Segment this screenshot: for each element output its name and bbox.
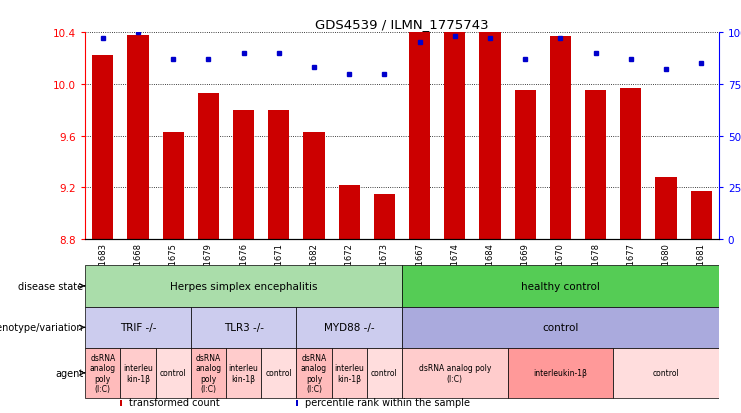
Text: dsRNA analog poly
(I:C): dsRNA analog poly (I:C): [419, 363, 491, 382]
Bar: [191, 307, 296, 348]
Title: GDS4539 / ILMN_1775743: GDS4539 / ILMN_1775743: [315, 17, 489, 31]
Bar: [508, 348, 613, 398]
Bar: [585, 91, 606, 240]
Bar: [296, 348, 331, 398]
Bar: [373, 195, 395, 240]
Bar: [296, 307, 402, 348]
Bar: [296, 400, 298, 406]
Bar: [92, 56, 113, 240]
Text: control: control: [371, 368, 398, 377]
Bar: [409, 14, 430, 240]
Bar: [402, 266, 719, 307]
Bar: [85, 266, 402, 307]
Bar: [85, 348, 120, 398]
Bar: [261, 348, 296, 398]
Bar: [655, 178, 677, 240]
Bar: [198, 94, 219, 240]
Text: control: control: [542, 323, 579, 332]
Bar: [303, 133, 325, 240]
Text: dsRNA
analog
poly
(I:C): dsRNA analog poly (I:C): [196, 353, 222, 393]
Bar: [127, 36, 148, 240]
Bar: [331, 348, 367, 398]
Text: agent: agent: [56, 368, 84, 378]
Text: MYD88 -/-: MYD88 -/-: [324, 323, 374, 332]
Bar: [614, 348, 719, 398]
Bar: [444, 18, 465, 240]
Text: interleukin-1β: interleukin-1β: [534, 368, 588, 377]
Bar: [156, 348, 191, 398]
Text: transformed count: transformed count: [129, 397, 220, 407]
Bar: [550, 37, 571, 240]
Text: interleu
kin-1β: interleu kin-1β: [229, 363, 259, 382]
Bar: [162, 133, 184, 240]
Bar: [120, 400, 122, 406]
Text: dsRNA
analog
poly
(I:C): dsRNA analog poly (I:C): [90, 353, 116, 393]
Bar: [268, 111, 289, 240]
Bar: [191, 348, 226, 398]
Text: control: control: [160, 368, 187, 377]
Text: percentile rank within the sample: percentile rank within the sample: [305, 397, 471, 407]
Bar: [339, 185, 359, 240]
Text: disease state: disease state: [19, 281, 84, 291]
Text: dsRNA
analog
poly
(I:C): dsRNA analog poly (I:C): [301, 353, 327, 393]
Bar: [233, 111, 254, 240]
Text: control: control: [265, 368, 292, 377]
Bar: [120, 348, 156, 398]
Text: healthy control: healthy control: [521, 281, 599, 291]
Bar: [514, 91, 536, 240]
Bar: [691, 192, 711, 240]
Text: control: control: [653, 368, 679, 377]
Bar: [226, 348, 261, 398]
Bar: [85, 307, 191, 348]
Bar: [479, 20, 500, 240]
Text: genotype/variation: genotype/variation: [0, 323, 84, 332]
Text: interleu
kin-1β: interleu kin-1β: [334, 363, 364, 382]
Text: TLR3 -/-: TLR3 -/-: [224, 323, 264, 332]
Text: TRIF -/-: TRIF -/-: [120, 323, 156, 332]
Bar: [620, 88, 641, 240]
Bar: [402, 307, 719, 348]
Bar: [402, 348, 508, 398]
Text: Herpes simplex encephalitis: Herpes simplex encephalitis: [170, 281, 317, 291]
Text: interleu
kin-1β: interleu kin-1β: [123, 363, 153, 382]
Bar: [367, 348, 402, 398]
